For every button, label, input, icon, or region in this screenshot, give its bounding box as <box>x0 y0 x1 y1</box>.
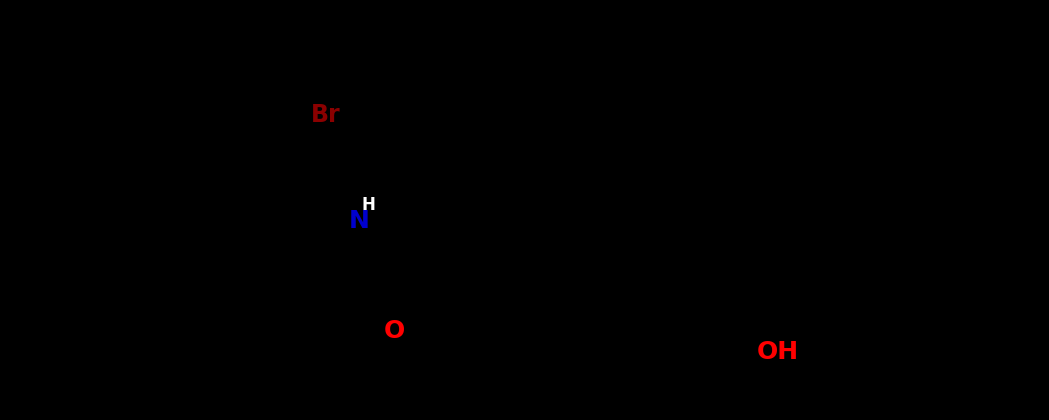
Text: H: H <box>361 197 374 215</box>
Text: O: O <box>383 318 405 342</box>
Text: Br: Br <box>311 103 340 127</box>
Text: N: N <box>348 208 369 233</box>
Text: OH: OH <box>757 340 799 364</box>
